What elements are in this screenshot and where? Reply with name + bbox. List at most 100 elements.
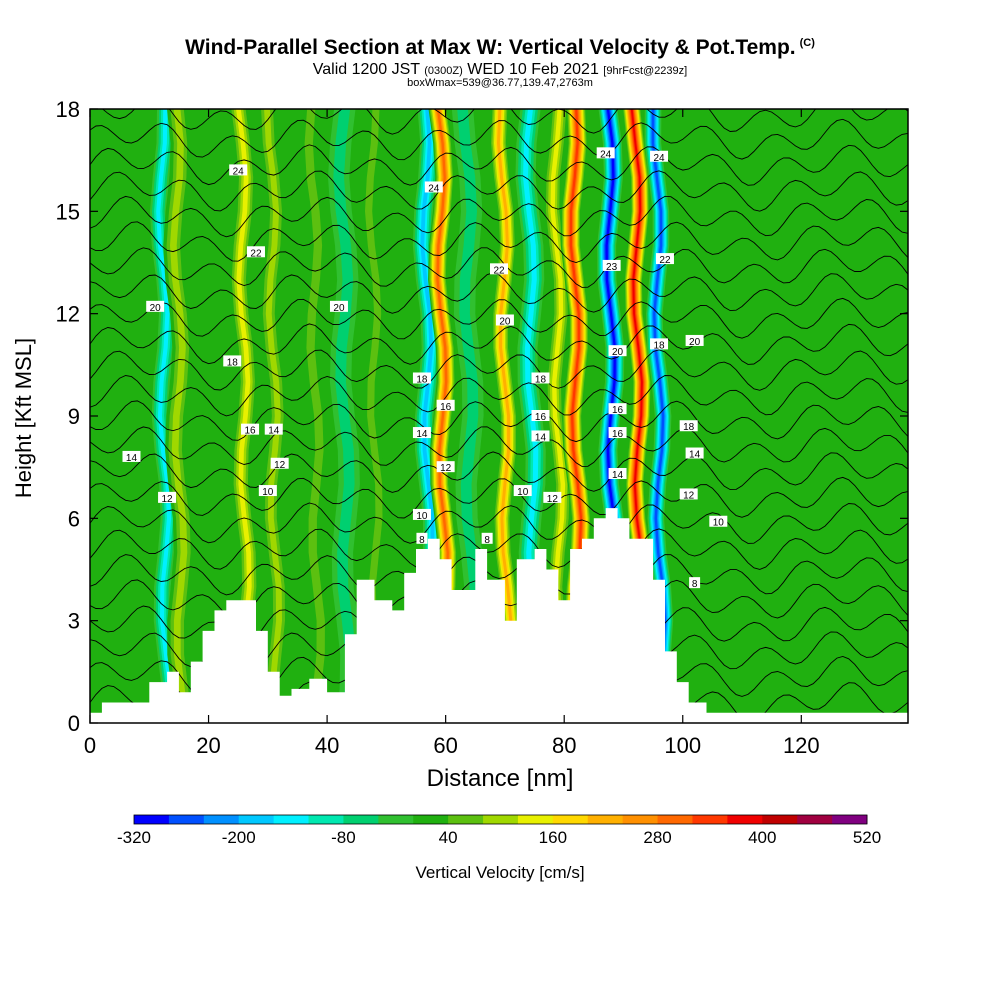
theta-label-bg [158,491,177,503]
theta-label: 20 [608,345,627,358]
theta-label-text: 14 [535,432,547,443]
theta-label: 24 [596,147,615,160]
colorbar-segment [343,815,379,824]
velocity-band [150,109,179,723]
theta-line [90,272,908,314]
theta-line [90,297,908,340]
theta-label-text: 12 [547,494,559,505]
velocity-contour-fill [154,109,175,723]
theta-label-text: 24 [653,153,665,164]
theta-label-bg [650,150,669,162]
theta-label-text: 14 [268,426,280,437]
theta-label: 23 [602,259,621,273]
theta-label-bg [146,300,165,312]
x-tick-label: 120 [783,733,820,758]
velocity-contour-fill [420,109,437,723]
colorbar-segment [762,815,798,824]
theta-label: 18 [531,372,550,385]
theta-label: 14 [608,467,627,481]
theta-line [90,221,908,263]
y-tick: 18 [56,97,908,122]
theta-label: 16 [608,403,627,416]
colorbar-segment [552,815,589,824]
colorbar-tick-label: -200 [221,828,256,847]
theta-label: 16 [531,410,550,423]
velocity-band [229,109,259,723]
theta-label-text: 18 [535,374,547,385]
velocity-contour-fill [436,109,449,723]
theta-label-text: 8 [692,579,698,590]
velocity-contour-fill [304,109,325,723]
y-tick-label: 0 [68,711,80,736]
velocity-band [489,109,520,723]
colorbar-tick-label: 40 [438,828,458,847]
theta-label: 12 [543,491,562,505]
theta-label: 22 [655,253,674,266]
theta-label-bg [531,410,550,421]
y-tick: 6 [68,506,908,531]
theta-label: 24 [424,181,443,194]
theta-label: 20 [495,314,514,327]
valid-date: WED 10 Feb 2021 [467,61,599,78]
theta-label-bg [481,532,493,544]
theta-label: 14 [412,427,431,440]
colorbar-segment [692,815,728,824]
theta-label: 16 [241,423,260,437]
y-tick-label: 15 [56,199,80,224]
theta-label-text: 10 [517,487,529,498]
theta-label-text: 18 [683,422,695,433]
theta-line [90,476,908,519]
y-tick: 0 [68,711,908,736]
theta-label-text: 18 [416,374,428,385]
x-tick: 60 [433,109,458,758]
theta-label-text: 8 [484,535,490,546]
theta-label-bg [531,372,550,384]
theta-line [90,502,908,544]
theta-label-text: 10 [262,487,274,498]
theta-label-bg [412,508,431,520]
theta-line [90,426,908,467]
theta-label-text: 12 [440,463,452,474]
theta-label-text: 14 [612,470,624,481]
theta-label: 20 [146,300,165,314]
theta-label-bg [241,423,260,435]
theta-label-bg [122,450,141,462]
velocity-contour-fill [495,109,514,723]
theta-label: 20 [685,334,704,348]
theta-label-text: 20 [333,303,345,314]
theta-line [90,118,908,161]
theta-label: 8 [416,532,428,546]
theta-label-bg [412,372,431,384]
theta-label-bg [655,253,674,265]
theta-label: 14 [122,450,141,464]
theta-label: 10 [513,485,532,498]
theta-label-text: 16 [612,429,624,440]
velocity-contour-fill [649,109,669,723]
terrain-mask [90,508,908,723]
theta-label-bg [329,300,348,312]
x-tick: 120 [783,109,820,758]
y-tick: 3 [68,609,908,634]
theta-line [90,375,908,417]
colorbar-segment [238,815,275,824]
theta-label-text: 22 [493,265,505,276]
velocity-contour-fill [457,109,481,723]
theta-label: 8 [481,532,493,546]
theta-label-bg [608,345,627,357]
x-tick: 100 [664,109,701,758]
chart-title-mark: (C) [799,37,815,49]
velocity-contour-fill [156,109,173,723]
theta-label-bg [685,334,704,346]
colorbar-segment [657,815,693,824]
theta-label-bg [685,447,704,459]
theta-label: 18 [679,420,698,433]
velocity-contour-fill [694,109,814,723]
colorbar [133,814,868,825]
box-wmax-line: boxWmax=539@36.77,139.47,2763m [407,77,593,89]
theta-label: 24 [229,164,248,177]
theta-label-bg [412,427,431,439]
theta-label: 12 [270,457,289,471]
colorbar-segment [832,815,868,824]
theta-label: 16 [436,399,455,413]
colorbar-segment [378,815,414,824]
